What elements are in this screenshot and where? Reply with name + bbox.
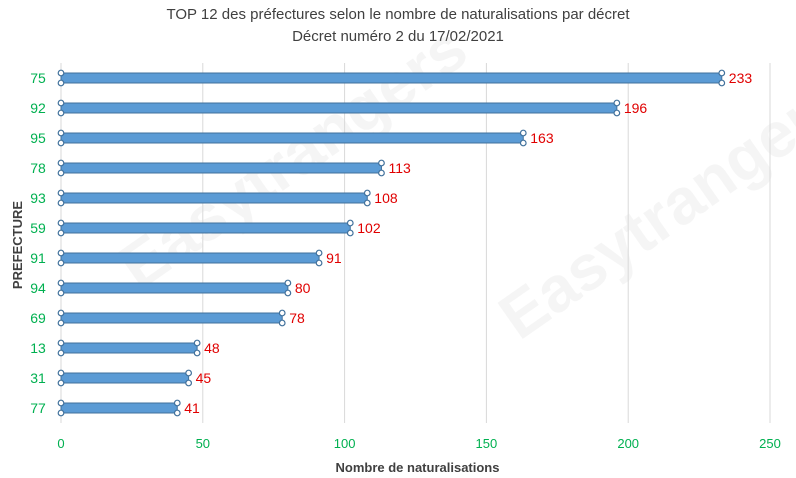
bar-handle [57, 79, 65, 87]
category-label: 91 [30, 250, 46, 266]
bar [60, 72, 723, 84]
x-tick-label: 50 [196, 436, 210, 451]
category-label: 69 [30, 310, 46, 326]
data-label: 41 [184, 400, 200, 416]
data-label: 48 [204, 340, 220, 356]
bar-handle [57, 409, 65, 417]
bar-handle [278, 319, 286, 327]
bar-handle [57, 139, 65, 147]
bar-handle [57, 129, 65, 137]
bar-handle [346, 219, 354, 227]
bar-handle [173, 409, 181, 417]
bar-handle [315, 249, 323, 257]
x-axis-title: Nombre de naturalisations [336, 460, 500, 475]
bar-handle [57, 159, 65, 167]
bar [60, 252, 320, 264]
bar [60, 312, 283, 324]
bar-handle [718, 79, 726, 87]
data-label: 91 [326, 250, 342, 266]
bar-handle [57, 219, 65, 227]
bar-handle [57, 169, 65, 177]
data-label: 113 [388, 160, 411, 176]
bar-handle [284, 279, 292, 287]
bar-handle [284, 289, 292, 297]
data-label: 233 [729, 70, 753, 86]
bar-handle [173, 399, 181, 407]
bar-handle [378, 159, 385, 167]
category-label: 59 [30, 220, 46, 236]
bar-handle [57, 319, 65, 327]
bar-handle [57, 279, 65, 287]
bar-handle [57, 69, 65, 77]
x-tick-label: 0 [57, 436, 64, 451]
bar-handle [57, 339, 65, 347]
bar-handle [519, 139, 527, 147]
bar [60, 132, 524, 144]
chart-subtitle: Décret numéro 2 du 17/02/2021 [292, 28, 504, 45]
bar [60, 192, 368, 204]
bar-handle [363, 189, 371, 197]
x-tick-label: 150 [476, 436, 498, 451]
bar-handle [613, 99, 621, 107]
bar-handle [57, 189, 65, 197]
bar-handle [57, 349, 65, 357]
bar [60, 162, 382, 174]
bar-handle [613, 109, 621, 117]
data-label: 196 [624, 100, 648, 116]
category-label: 75 [30, 70, 46, 86]
bar-handle [57, 259, 65, 267]
category-label: 77 [30, 400, 46, 416]
chart-title: TOP 12 des préfectures selon le nombre d… [166, 6, 630, 23]
bar-handle [57, 399, 65, 407]
bar-handle [57, 289, 65, 297]
bar-handle [346, 229, 354, 237]
data-label: 102 [357, 220, 381, 236]
bar-handle [718, 69, 726, 77]
bar-handle [57, 249, 65, 257]
bar [60, 282, 289, 294]
bar-handle [57, 199, 65, 207]
category-label: 31 [30, 370, 46, 386]
bar-handle [378, 169, 385, 177]
bar-handle [57, 229, 65, 237]
category-label: 92 [30, 100, 46, 116]
x-tick-label: 100 [334, 436, 356, 451]
bar-handle [185, 379, 193, 387]
y-axis-title: PREFECTURE [10, 201, 25, 289]
data-label: 80 [295, 280, 311, 296]
category-label: 93 [30, 190, 46, 206]
bar-handle [57, 109, 65, 117]
category-label: 13 [30, 340, 46, 356]
data-label: 45 [196, 370, 212, 386]
bar-handle [185, 369, 193, 377]
category-label: 78 [30, 160, 46, 176]
x-tick-label: 200 [617, 436, 639, 451]
bar [60, 372, 190, 384]
bar [60, 222, 351, 234]
category-label: 94 [30, 280, 46, 296]
bar-handle [315, 259, 323, 267]
bar-handle [278, 309, 286, 317]
x-tick-label: 250 [759, 436, 781, 451]
bar-handle [57, 99, 65, 107]
bar-handle [57, 379, 65, 387]
bar-handle [193, 349, 201, 357]
bar [60, 402, 178, 414]
bar-handle [363, 199, 371, 207]
bar [60, 102, 618, 114]
data-label: 108 [374, 190, 398, 206]
data-label: 163 [530, 130, 554, 146]
bar [60, 342, 198, 354]
category-label: 95 [30, 130, 46, 146]
bar-handle [519, 129, 527, 137]
bar-handle [193, 339, 201, 347]
bar-handle [57, 309, 65, 317]
data-label: 78 [289, 310, 305, 326]
bar-handle [57, 369, 65, 377]
